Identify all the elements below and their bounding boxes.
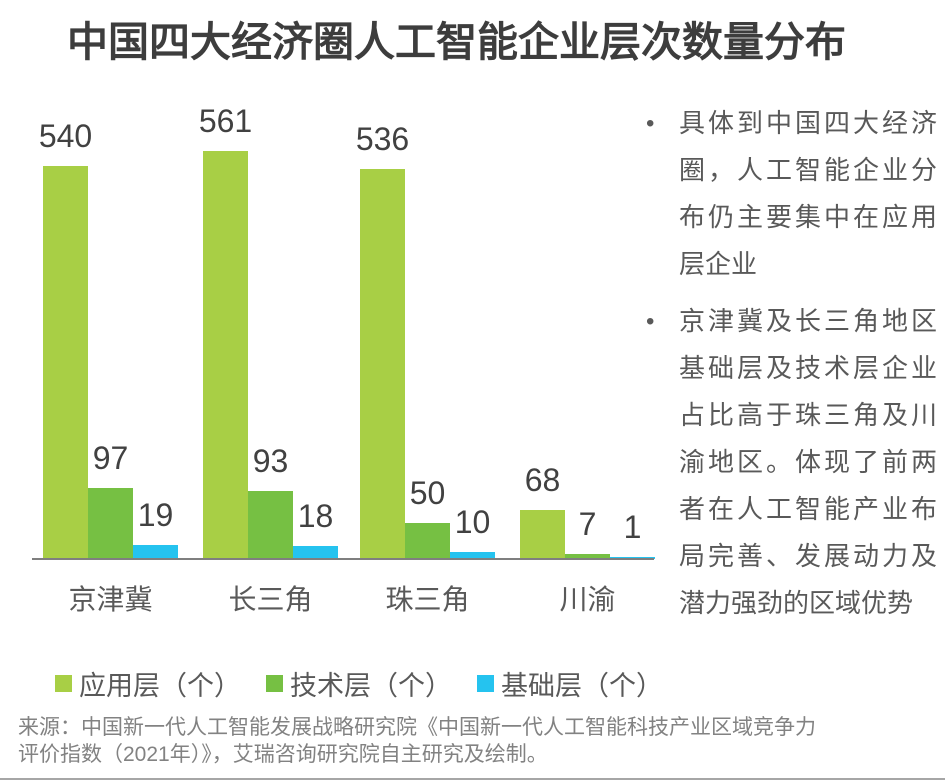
- chart-legend: 应用层（个） 技术层（个） 基础层（个）: [55, 664, 663, 703]
- bar-group-3: 68 7 1: [520, 461, 655, 559]
- x-axis-label-2: 珠三角: [385, 584, 470, 615]
- x-axis-label-0: 京津冀: [68, 584, 153, 615]
- value-label: 97: [92, 439, 129, 476]
- chart-title: 中国四大经济圈人工智能企业层次数量分布: [67, 19, 846, 65]
- x-axis-labels: 京津冀 长三角 珠三角 川渝: [0, 578, 670, 618]
- value-label: 93: [252, 442, 289, 479]
- bar-slot: 19: [133, 496, 178, 559]
- bullet-icon: •: [646, 308, 655, 335]
- bar-slot: 536: [356, 121, 409, 559]
- bar-group-2: 536 50 10: [356, 121, 495, 559]
- source-line-0: 来源：中国新一代人工智能发展战略研究院《中国新一代人工智能科技产业区域竞争力: [18, 716, 816, 739]
- bar-series2-cat2: [450, 552, 495, 559]
- bar-series1-cat1: [248, 491, 293, 559]
- bar-group-1: 561 93 18: [199, 103, 338, 559]
- x-axis-line: [32, 558, 654, 560]
- value-label: 68: [524, 461, 561, 498]
- bottom-divider: [0, 778, 945, 780]
- x-axis-label-3: 川渝: [559, 584, 616, 615]
- insights-panel: • 具体到中国四大经济圈，人工智能企业分布仍主要集中在应用层企业 • 京津冀及长三角地…: [643, 100, 937, 637]
- bar-series2-cat0: [133, 545, 178, 559]
- bar-series0-cat2: [360, 169, 405, 559]
- insight-bullet-0: • 具体到中国四大经济圈，人工智能企业分布仍主要集中在应用层企业: [643, 100, 937, 288]
- bar-slot: 97: [88, 439, 133, 559]
- insight-text: 京津冀及长三角地区基础层及技术层企业占比高于珠三角及川渝地区。体现了前两者在人工…: [679, 306, 937, 618]
- bar-slot: 18: [293, 497, 338, 559]
- bar-series1-cat2: [405, 523, 450, 559]
- bar-slot: 50: [405, 474, 450, 559]
- bar-series1-cat3: [565, 554, 610, 559]
- legend-label: 应用层（个）: [79, 671, 241, 701]
- bar-slot: 561: [199, 103, 252, 559]
- legend-label: 基础层（个）: [501, 671, 663, 701]
- insight-bullet-1: • 京津冀及长三角地区基础层及技术层企业占比高于珠三角及川渝地区。体现了前两者在人…: [643, 298, 937, 627]
- bar-chart: 540 97 19 561 93 18 536 50 10 68 7 1 京津冀 长三角 珠三角 川渝 应用…: [0, 100, 670, 710]
- bar-slot: 540: [39, 118, 92, 559]
- bar-series0-cat1: [203, 151, 248, 559]
- source-line-1: 评价指数（2021年）》，艾瑞咨询研究院自主研究及绘制。: [18, 743, 548, 766]
- legend-label: 技术层（个）: [290, 671, 452, 701]
- value-label: 1: [623, 508, 642, 545]
- value-label: 536: [355, 120, 410, 157]
- value-label: 50: [409, 474, 446, 511]
- legend-item-1: 技术层（个）: [266, 664, 452, 703]
- value-label: 540: [38, 117, 93, 154]
- bar-slot: 7: [565, 505, 610, 559]
- bar-series0-cat0: [43, 166, 88, 559]
- bar-slot: 68: [520, 461, 565, 559]
- insight-text: 具体到中国四大经济圈，人工智能企业分布仍主要集中在应用层企业: [679, 108, 937, 279]
- value-label: 7: [578, 505, 597, 542]
- legend-item-0: 应用层（个）: [55, 664, 241, 703]
- legend-swatch-icon: [266, 675, 283, 692]
- chart-plot-area: 540 97 19 561 93 18 536 50 10 68 7 1: [0, 100, 670, 560]
- value-label: 19: [137, 496, 174, 533]
- bar-group-0: 540 97 19: [39, 118, 178, 559]
- bar-slot: 93: [248, 442, 293, 559]
- value-label: 18: [297, 497, 334, 534]
- bar-series0-cat3: [520, 510, 565, 559]
- bar-series1-cat0: [88, 488, 133, 559]
- x-axis-label-1: 长三角: [228, 584, 313, 615]
- bar-slot: 10: [450, 503, 495, 559]
- bullet-icon: •: [646, 110, 655, 137]
- legend-swatch-icon: [55, 675, 72, 692]
- bar-series2-cat1: [293, 546, 338, 559]
- value-label: 561: [198, 102, 253, 139]
- legend-swatch-icon: [477, 675, 494, 692]
- legend-item-2: 基础层（个）: [477, 664, 663, 703]
- value-label: 10: [454, 503, 491, 540]
- source-note: 来源：中国新一代人工智能发展战略研究院《中国新一代人工智能科技产业区域竞争力 评价…: [18, 714, 938, 768]
